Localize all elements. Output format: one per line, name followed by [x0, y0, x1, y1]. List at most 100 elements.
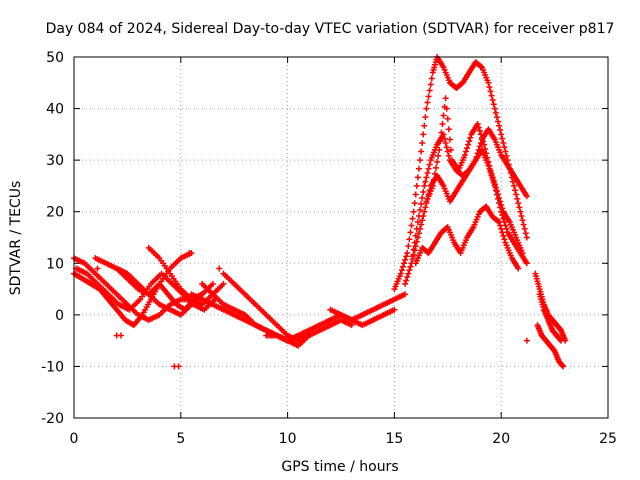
data-point: [417, 225, 424, 232]
data-point: [430, 176, 437, 183]
ticks: 0 5 10 15 20 25 -20 -10 0 10 20 30 40 50: [41, 50, 617, 447]
data-point: [501, 236, 508, 243]
data-point: [461, 151, 468, 158]
data-point: [442, 139, 449, 146]
data-point: [419, 194, 426, 201]
data-point: [492, 184, 499, 191]
data-point: [438, 129, 445, 136]
data-point: [502, 222, 509, 229]
data-point: [498, 225, 505, 232]
data-point: [445, 126, 452, 133]
data-point: [491, 105, 498, 112]
data-point: [391, 306, 398, 313]
y-tick-label: -10: [41, 359, 64, 375]
data-point: [522, 230, 529, 237]
data-point: [429, 182, 436, 189]
data-point: [516, 204, 523, 211]
data-point: [501, 144, 508, 151]
data-point: [422, 178, 429, 185]
data-point: [186, 249, 193, 256]
data-point: [512, 187, 519, 194]
data-point: [421, 208, 428, 215]
data-point: [444, 115, 451, 122]
data-point: [402, 280, 409, 287]
y-tick-label: 0: [55, 308, 64, 324]
data-point: [431, 170, 438, 177]
data-point: [515, 265, 522, 272]
data-point: [492, 109, 499, 116]
data-point: [520, 221, 527, 228]
data-point: [490, 177, 497, 184]
data-point: [523, 260, 530, 267]
data-point: [418, 221, 425, 228]
data-point: [474, 121, 481, 128]
data-point: [403, 277, 410, 284]
data-point: [477, 131, 484, 138]
data-point: [414, 219, 421, 226]
data-point: [408, 222, 415, 229]
x-tick-label: 10: [279, 431, 297, 447]
chart-title: Day 084 of 2024, Sidereal Day-to-day VTE…: [46, 21, 615, 37]
data-point: [419, 217, 426, 224]
data-point: [413, 182, 420, 189]
data-point: [484, 154, 491, 161]
data-point: [445, 152, 452, 159]
data-point: [517, 208, 524, 215]
data-point: [503, 225, 510, 232]
data-point: [117, 332, 124, 339]
data-point: [415, 165, 422, 172]
data-point: [488, 170, 495, 177]
data-point: [493, 188, 500, 195]
y-tick-label: 30: [46, 153, 64, 169]
data-point: [94, 265, 101, 272]
y-tick-label: -20: [41, 411, 64, 427]
data-point: [418, 200, 425, 207]
data-point: [444, 148, 451, 155]
data-point: [407, 263, 414, 270]
data-point: [523, 193, 530, 200]
data-point: [423, 105, 430, 112]
data-point: [397, 270, 404, 277]
data-point: [436, 146, 443, 153]
data-point: [476, 143, 483, 150]
data-point: [448, 146, 455, 153]
data-point: [465, 141, 472, 148]
data-point: [441, 135, 448, 142]
data-point: [496, 194, 503, 201]
data-point: [424, 99, 431, 106]
data-point: [497, 198, 504, 205]
data-point: [209, 280, 216, 287]
y-tick-label: 40: [46, 102, 64, 118]
data-point: [478, 134, 485, 141]
data-point: [442, 95, 449, 102]
data-point: [518, 213, 525, 220]
data-point: [417, 206, 424, 213]
data-point: [406, 236, 413, 243]
data-point: [414, 174, 421, 181]
data-point: [498, 131, 505, 138]
data-point: [420, 188, 427, 195]
data-point: [485, 158, 492, 165]
data-point: [514, 195, 521, 202]
data-point: [462, 148, 469, 155]
data-point: [420, 213, 427, 220]
data-point: [422, 114, 429, 121]
data-point: [420, 131, 427, 138]
data-point: [499, 205, 506, 212]
x-tick-label: 0: [70, 431, 79, 447]
data-point: [491, 181, 498, 188]
data-point: [412, 191, 419, 198]
data-point: [443, 144, 450, 151]
data-point: [560, 363, 567, 370]
data-point: [216, 265, 223, 272]
y-axis-label: SDTVAR / TECUs: [8, 181, 24, 296]
data-point: [417, 157, 424, 164]
data-point: [428, 75, 435, 82]
y-tick-label: 20: [46, 205, 64, 221]
data-point: [485, 79, 492, 86]
data-point: [443, 105, 450, 112]
data-point: [490, 101, 497, 108]
data-point: [409, 255, 416, 262]
